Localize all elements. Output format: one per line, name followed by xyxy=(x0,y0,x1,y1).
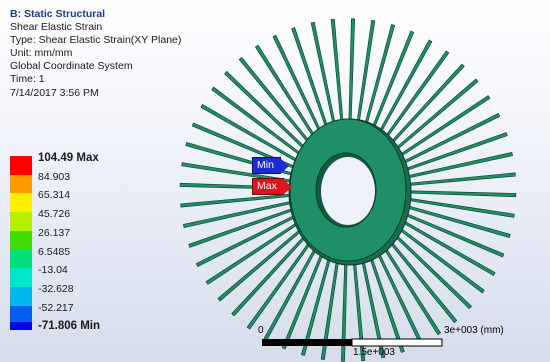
legend-band xyxy=(10,305,32,325)
legend-band xyxy=(10,322,32,331)
result-unit: Unit: mm/mm xyxy=(10,47,73,60)
legend-color-bar xyxy=(10,152,32,331)
result-title: B: Static Structural xyxy=(10,8,106,20)
legend-band xyxy=(10,286,32,307)
legend-band xyxy=(10,193,32,213)
gear-spokes xyxy=(179,18,517,362)
legend-label: -52.217 xyxy=(38,301,74,314)
legend-band xyxy=(10,230,32,250)
scale-zero-label: 0 xyxy=(258,325,264,336)
hub-bore-through xyxy=(321,157,375,225)
legend-label: -71.806 Min xyxy=(38,320,100,333)
result-coordinate-system: Global Coordinate System xyxy=(10,60,133,73)
legend-label: 6.5485 xyxy=(38,245,71,258)
scale-bar xyxy=(262,338,443,347)
legend-label: 26.137 xyxy=(38,226,71,239)
max-probe-label[interactable]: Max xyxy=(252,178,292,195)
legend-band xyxy=(10,156,32,176)
gear-blade xyxy=(397,190,517,198)
min-probe-label[interactable]: Min xyxy=(252,157,289,174)
legend-band xyxy=(10,268,32,288)
legend-band xyxy=(10,249,32,269)
legend-label: 84.903 xyxy=(38,170,71,183)
legend-label: -13.04 xyxy=(38,264,68,277)
legend-label: 104.49 Max xyxy=(38,152,99,164)
result-time: Time: 1 xyxy=(10,73,45,86)
result-info-panel: B: Static Structural Shear Elastic Strai… xyxy=(10,8,181,100)
result-timestamp: 7/14/2017 3:56 PM xyxy=(10,86,99,99)
legend-label: 65.314 xyxy=(38,189,71,202)
legend-band xyxy=(10,212,32,232)
scale-mid-label: 1.5e+003 xyxy=(353,347,395,358)
gear-blade xyxy=(396,196,515,218)
result-quantity: Shear Elastic Strain xyxy=(10,21,103,34)
result-type: Type: Shear Elastic Strain(XY Plane) xyxy=(10,34,182,47)
scale-max-label: 3e+003 (mm) xyxy=(444,325,504,336)
legend-label: -32.628 xyxy=(38,282,74,295)
legend-band xyxy=(10,174,32,194)
legend-label: 45.726 xyxy=(38,208,71,221)
